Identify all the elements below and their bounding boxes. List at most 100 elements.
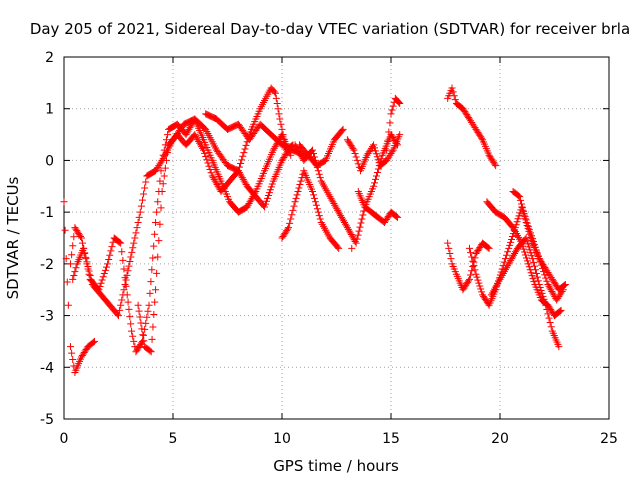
data-point <box>388 148 396 156</box>
data-point <box>522 251 530 259</box>
data-point <box>77 233 85 241</box>
data-point <box>125 305 133 313</box>
data-point <box>129 332 137 340</box>
data-point <box>296 181 304 189</box>
data-point <box>542 301 550 309</box>
data-point <box>353 156 361 164</box>
data-point <box>147 348 155 356</box>
data-point <box>465 275 473 283</box>
data-point <box>203 156 211 164</box>
data-point <box>134 301 142 309</box>
data-point <box>79 239 87 247</box>
data-point <box>69 356 77 364</box>
data-point <box>116 306 124 314</box>
data-point <box>373 153 381 161</box>
data-point <box>334 243 342 251</box>
data-point <box>270 88 278 96</box>
data-point <box>117 239 125 247</box>
data-point <box>264 191 272 199</box>
data-point <box>117 301 125 309</box>
data-point <box>520 245 528 253</box>
data-point <box>357 219 365 227</box>
data-point <box>273 100 281 108</box>
data-point <box>164 131 172 139</box>
series-arc-l <box>354 187 402 226</box>
data-point <box>140 337 148 345</box>
data-point <box>546 318 554 326</box>
data-point <box>61 226 69 234</box>
data-point <box>137 319 145 327</box>
data-point <box>148 266 156 274</box>
data-point <box>309 150 317 158</box>
x-tick-label: 25 <box>600 431 618 447</box>
y-tick-label: 1 <box>45 102 54 118</box>
data-point <box>162 136 170 144</box>
data-point <box>135 307 143 315</box>
data-point <box>531 262 539 270</box>
data-point <box>162 156 170 164</box>
data-point <box>374 156 382 164</box>
data-point <box>396 100 404 108</box>
data-point <box>242 141 250 149</box>
data-point <box>77 234 85 242</box>
data-point <box>447 255 455 263</box>
data-point <box>267 183 275 191</box>
data-point <box>159 180 167 188</box>
data-point <box>120 286 128 294</box>
data-point <box>118 248 126 256</box>
data-point <box>396 131 404 139</box>
data-point <box>473 273 481 281</box>
y-tick-label: -4 <box>40 360 54 376</box>
data-point <box>528 236 536 244</box>
series-arc-d <box>67 337 99 376</box>
data-point <box>469 257 477 265</box>
data-point <box>97 279 105 287</box>
data-point <box>312 201 320 209</box>
data-point <box>386 119 394 127</box>
data-point <box>70 271 78 279</box>
data-point <box>467 271 475 279</box>
data-point <box>371 175 379 183</box>
data-point <box>138 325 146 333</box>
y-tick-label: -3 <box>40 309 54 325</box>
data-point <box>524 240 532 248</box>
data-point <box>130 337 138 345</box>
data-point <box>67 260 75 268</box>
data-point <box>371 147 379 155</box>
data-point <box>206 165 214 173</box>
chart-title: Day 205 of 2021, Sidereal Day-to-day VTE… <box>30 20 630 38</box>
data-point <box>505 244 513 252</box>
series-arc-s <box>509 187 569 294</box>
data-point <box>544 310 552 318</box>
data-point <box>309 187 317 195</box>
data-point <box>501 255 509 263</box>
data-point <box>70 233 78 241</box>
data-point <box>143 313 151 321</box>
data-point <box>105 256 113 264</box>
data-point <box>465 277 473 285</box>
data-point <box>478 288 486 296</box>
data-point <box>130 239 138 247</box>
data-point <box>530 278 538 286</box>
series-arc-h <box>291 131 402 247</box>
data-point <box>517 196 525 204</box>
y-axis-label: SDTVAR / TECUs <box>4 176 22 299</box>
data-point <box>261 203 269 211</box>
data-point <box>476 282 484 290</box>
data-point <box>294 187 302 195</box>
data-point <box>274 105 282 113</box>
x-tick-label: 15 <box>382 431 400 447</box>
data-point <box>389 102 397 110</box>
data-point <box>539 292 547 300</box>
data-point <box>149 323 157 331</box>
data-point <box>138 196 146 204</box>
data-point <box>132 229 140 237</box>
data-point <box>359 211 367 219</box>
data-point <box>561 281 569 289</box>
data-point <box>128 327 136 335</box>
data-point <box>60 198 68 206</box>
data-point <box>507 238 515 246</box>
data-point <box>465 244 473 252</box>
data-point <box>538 289 546 297</box>
data-point <box>152 286 160 294</box>
